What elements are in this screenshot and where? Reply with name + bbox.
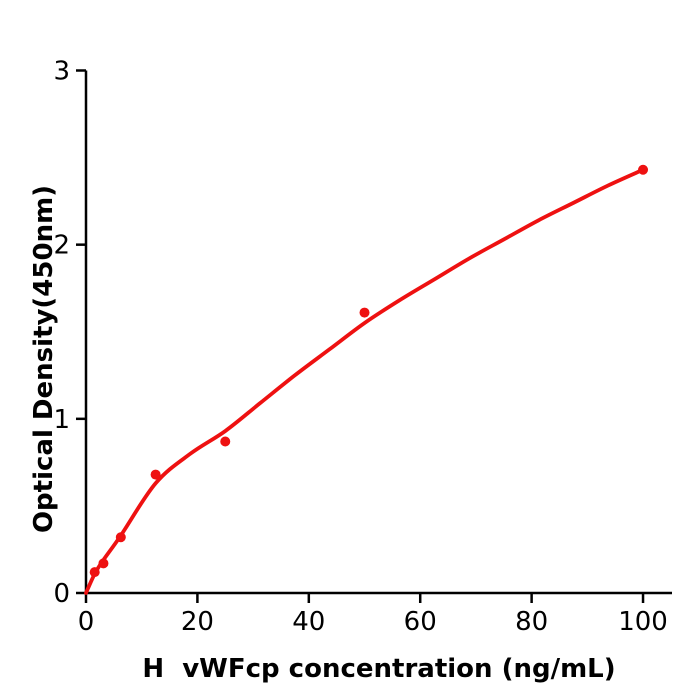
x-tick-label: 100 [618,607,668,637]
x-tick-label: 80 [515,607,548,637]
y-tick-label: 1 [53,405,70,435]
x-tick-label: 60 [404,607,437,637]
x-tick-label: 40 [292,607,325,637]
y-tick-label: 0 [53,579,70,609]
data-point [638,164,649,175]
y-axis-label: Optical Density(450nm) [29,184,59,534]
x-axis-label: H vWFcp concentration (ng/mL) [142,654,616,684]
x-tick-label: 0 [78,607,95,637]
data-point [115,532,126,543]
x-tick-label: 20 [181,607,214,637]
fit-curve [84,167,645,595]
data-point [150,469,161,480]
y-tick-label: 2 [53,231,70,261]
data-point [220,436,231,447]
data-point [359,307,370,318]
data-point [98,558,109,569]
y-tick-label: 3 [53,57,70,87]
data-point [89,567,100,578]
